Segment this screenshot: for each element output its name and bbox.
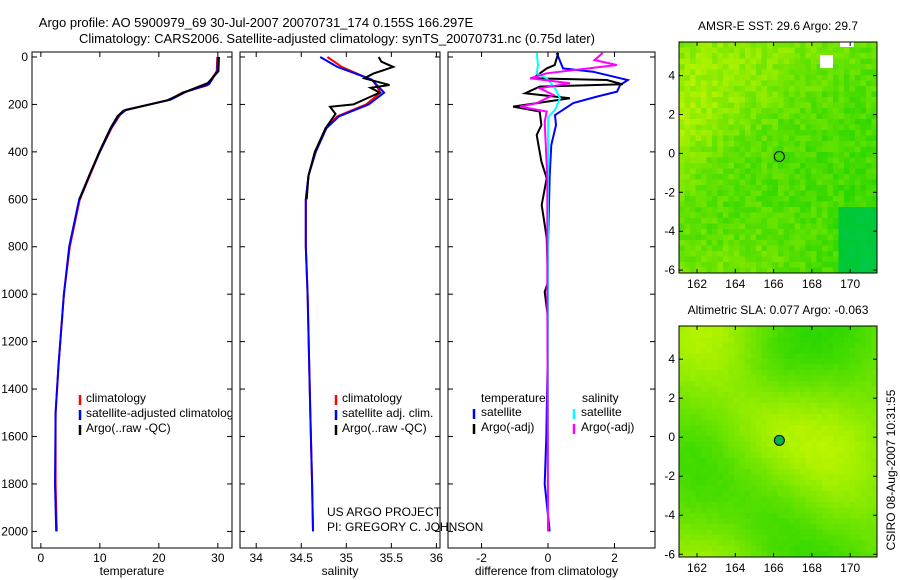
axes-box — [31, 51, 233, 549]
x-tick-label: 164 — [725, 277, 745, 291]
x-tick-label: 36 — [430, 551, 444, 565]
map-axes-box — [678, 41, 878, 274]
y-tick-label: -6 — [664, 547, 675, 561]
x-tick-label: -2 — [476, 551, 487, 565]
missing-data — [820, 55, 833, 68]
x-axis-label: salinity — [322, 564, 359, 578]
y-tick-label: 4 — [668, 69, 675, 83]
series-argo — [78, 56, 220, 200]
y-tick-label: 2 — [668, 108, 675, 122]
x-axis-label: difference from climatology — [475, 564, 618, 578]
series-salinity-argo — [519, 52, 618, 532]
y-tick-label: -4 — [664, 224, 675, 238]
x-tick-label: 166 — [764, 561, 784, 575]
panel-temperature: 0 10 20 30 0 200 400 600 800 1000 1200 1400 1600 1800… — [1, 50, 239, 578]
map-cells — [679, 42, 878, 274]
legend-header-temperature: temperature — [481, 391, 546, 405]
x-axis-label: temperature — [100, 564, 165, 578]
y-tick-label: 2 — [668, 391, 675, 405]
y-tick-label: 0 — [668, 430, 675, 444]
x-tick-label: 168 — [802, 277, 822, 291]
x-tick-label: 34 — [250, 551, 264, 565]
profile-location-marker — [773, 434, 785, 446]
y-tick-label: 1800 — [1, 477, 28, 491]
x-tick-label: 168 — [802, 561, 822, 575]
map-sst_map: 162 164 166 168 170 -6 -4 -2 0 2 4 AMSR-E SST: 29.6… — [664, 19, 878, 291]
legend: temperature salinitysatelliteArgo(-adj)sa… — [472, 391, 634, 434]
y-tick-label: 1400 — [1, 382, 28, 396]
legend-entry: Argo(..raw -QC) — [342, 421, 427, 435]
series-argo — [305, 56, 396, 200]
x-tick-label: 34.5 — [290, 551, 314, 565]
profile-location-marker — [773, 151, 785, 163]
y-tick-label: 1200 — [1, 335, 28, 349]
legend-entry: satellite-adjusted climatology — [86, 406, 239, 420]
legend-entry: Argo(-adj) — [481, 420, 534, 434]
map-axes-box — [678, 325, 878, 558]
y-tick-label: 200 — [8, 97, 28, 111]
footer-timestamp: CSIRO 08-Aug-2007 10:31:55 — [884, 389, 898, 550]
map-sla_map: 162 164 166 168 170 -6 -4 -2 0 2 4 Altimetric SLA: … — [664, 303, 878, 575]
x-tick-label: 164 — [725, 561, 745, 575]
x-tick-label: 2 — [611, 551, 618, 565]
map-cells — [679, 326, 878, 558]
y-tick-label: -6 — [664, 263, 675, 277]
annotation-project: US ARGO PROJECT — [327, 505, 442, 519]
figure-title-line1: Argo profile: AO 5900979_69 30-Jul-2007 … — [39, 15, 474, 30]
legend-entry: satellite adj. clim. — [342, 406, 433, 420]
x-tick-label: 170 — [840, 277, 860, 291]
x-tick-label: 10 — [93, 551, 107, 565]
map-title: Altimetric SLA: 0.077 Argo: -0.063 — [688, 303, 869, 317]
missing-data — [840, 42, 854, 47]
x-tick-label: 166 — [764, 277, 784, 291]
legend-entry: Argo(-adj) — [581, 420, 634, 434]
y-tick-label: 2000 — [1, 524, 28, 538]
y-tick-label: 1000 — [1, 287, 28, 301]
legend-entry: climatology — [342, 391, 402, 405]
y-tick-label: -2 — [664, 469, 675, 483]
y-tick-label: 600 — [8, 192, 28, 206]
axes-box — [239, 51, 441, 549]
y-tick-label: 4 — [668, 352, 675, 366]
y-tick-label: -2 — [664, 185, 675, 199]
x-tick-label: 162 — [687, 277, 707, 291]
legend-entry: satellite — [581, 405, 622, 419]
legend-header-salinity: salinity — [582, 391, 619, 405]
x-tick-label: 170 — [840, 561, 860, 575]
map-title: AMSR-E SST: 29.6 Argo: 29.7 — [698, 19, 858, 33]
panel-salinity: 34 34.5 35 35.5 36 salinity climatologysatelli… — [239, 51, 444, 578]
figure-title-line2: Climatology: CARS2006. Satellite-adjuste… — [79, 31, 595, 46]
axes-box — [447, 51, 656, 549]
x-tick-label: 162 — [687, 561, 707, 575]
x-tick-label: 20 — [152, 551, 166, 565]
y-tick-label: 800 — [8, 240, 28, 254]
legend-entry: Argo(..raw -QC) — [86, 421, 171, 435]
annotation-pi: PI: GREGORY C. JOHNSON — [327, 520, 483, 534]
y-tick-label: -4 — [664, 508, 675, 522]
y-tick-label: 1600 — [1, 430, 28, 444]
y-tick-label: 0 — [668, 146, 675, 160]
x-tick-label: 35.5 — [380, 551, 404, 565]
y-tick-label: 0 — [21, 50, 28, 64]
x-tick-label: 30 — [211, 551, 225, 565]
x-tick-label: 0 — [545, 551, 552, 565]
legend-entry: climatology — [86, 391, 146, 405]
legend-entry: satellite — [481, 405, 522, 419]
x-tick-label: 0 — [38, 551, 45, 565]
x-tick-label: 35 — [340, 551, 354, 565]
y-tick-label: 400 — [8, 145, 28, 159]
